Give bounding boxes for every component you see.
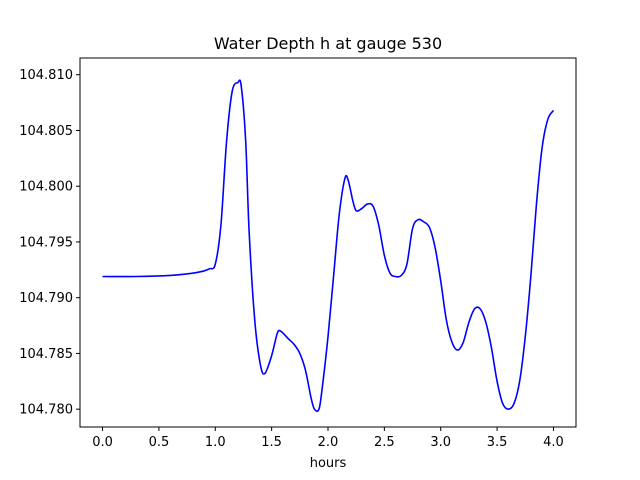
x-tick-label: 2.5: [374, 435, 395, 450]
x-tick-label: 1.5: [261, 435, 282, 450]
x-axis-label: hours: [310, 456, 347, 471]
plot-area: [79, 57, 577, 428]
y-tick-label: 104.780: [19, 403, 73, 418]
y-tick-label: 104.790: [19, 291, 73, 306]
series-line: [102, 79, 555, 413]
x-axis: 0.0 0.5 1.0 1.5 2.0 2.5 3.0 3.5 4.0: [92, 427, 564, 450]
plot-frame: [79, 57, 577, 428]
y-axis: 104.780 104.785 104.790 104.795 104.800 104.8…: [19, 68, 80, 418]
y-tick-label: 104.795: [19, 235, 73, 250]
x-tick-label: 3.0: [430, 435, 451, 450]
x-tick-label: 0.5: [149, 435, 170, 450]
x-tick-label: 0.0: [92, 435, 113, 450]
x-tick-label: 1.0: [205, 435, 226, 450]
y-tick-label: 104.785: [19, 347, 73, 362]
y-tick-label: 104.800: [19, 180, 73, 195]
x-tick-label: 2.0: [318, 435, 339, 450]
y-tick-label: 104.805: [19, 124, 73, 139]
y-tick-label: 104.810: [19, 68, 73, 83]
x-tick-label: 4.0: [543, 435, 564, 450]
chart-title: Water Depth h at gauge 530: [214, 34, 442, 53]
x-tick-label: 3.5: [487, 435, 508, 450]
